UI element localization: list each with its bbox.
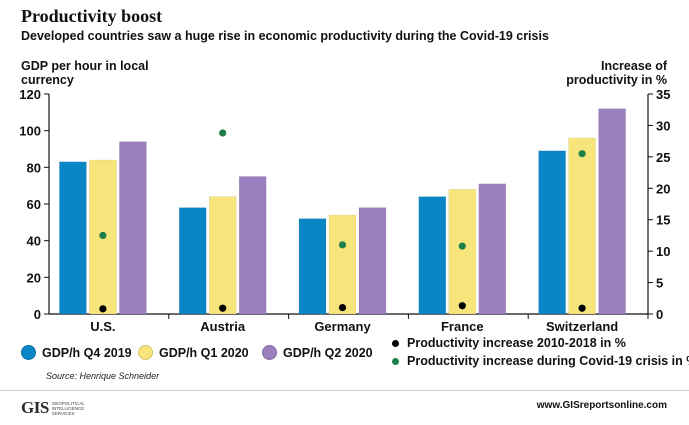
bar-1-4 [568, 137, 596, 315]
right-axis-label: Increase of productivity in % [566, 59, 667, 87]
left-tick-label: 0 [34, 307, 41, 322]
website-link[interactable]: www.GISreportsonline.com [536, 400, 667, 411]
legend-label-increase-covid: Productivity increase during Covid-19 cr… [407, 354, 689, 368]
bar-2-0 [119, 141, 147, 315]
left-tick-label: 120 [19, 87, 41, 102]
bar-1-1 [208, 196, 237, 315]
bar-2-1 [238, 176, 267, 315]
x-tick-label: Austria [200, 319, 246, 334]
point-increase-covid [99, 231, 107, 240]
legend-label-q4-2019: GDP/h Q4 2019 [42, 345, 132, 360]
point-increase-covid [458, 242, 466, 250]
right-tick-label: 0 [656, 307, 663, 322]
left-axis-label: GDP per hour in local currency [21, 59, 149, 87]
bar-2-2 [358, 207, 387, 315]
bar-0-4 [538, 150, 566, 315]
x-tick-label: France [441, 319, 484, 334]
legend-label-q2-2020: GDP/h Q2 2020 [283, 345, 373, 360]
point-increase-2010-2018 [338, 304, 347, 312]
bar-2-4 [598, 108, 626, 315]
source-note: Source: Henrique Schneider [46, 371, 160, 381]
legend-label-q1-2020: GDP/h Q1 2020 [159, 345, 249, 360]
point-increase-covid [338, 241, 347, 249]
legend-item-q1-2020: GDP/h Q1 2020 [138, 345, 249, 360]
chart-title: Productivity boost [21, 6, 163, 26]
x-tick-label: Switzerland [546, 319, 618, 334]
logo-mark: GIS [21, 398, 49, 417]
point-increase-2010-2018 [578, 304, 586, 312]
right-tick-label: 25 [656, 150, 670, 165]
right-tick-label: 5 [656, 276, 663, 291]
right-tick-label: 35 [656, 87, 670, 102]
point-increase-covid [219, 129, 227, 137]
footer-divider [0, 390, 689, 391]
point-increase-2010-2018 [219, 304, 227, 312]
legend-item-increase-2010-2018: Productivity increase 2010-2018 in % [392, 336, 626, 350]
legend-dot-increase-covid [392, 357, 399, 365]
logo-subtitle: Geopolitical Intelligence Services [51, 400, 85, 416]
legend-item-q4-2019: GDP/h Q4 2019 [21, 345, 132, 360]
left-tick-label: 20 [27, 270, 41, 285]
chart-subtitle: Developed countries saw a huge rise in e… [21, 29, 549, 43]
bar-0-2 [298, 218, 327, 315]
left-tick-label: 60 [27, 197, 41, 212]
legend-item-increase-covid: Productivity increase during Covid-19 cr… [392, 354, 689, 368]
legend-swatch-q2-2020 [262, 345, 277, 360]
bar-2-3 [478, 183, 507, 315]
x-tick-label: U.S. [90, 319, 115, 334]
left-tick-label: 100 [19, 124, 41, 139]
right-tick-label: 15 [656, 213, 670, 228]
gis-logo: GIS Geopolitical Intelligence Services [21, 398, 92, 418]
x-tick-label: Germany [314, 319, 371, 334]
legend-label-increase-2010-2018: Productivity increase 2010-2018 in % [407, 336, 626, 350]
bar-1-2 [328, 214, 357, 315]
bar-0-1 [178, 207, 207, 315]
legend-swatch-q1-2020 [138, 345, 153, 360]
right-tick-label: 20 [656, 181, 670, 196]
left-tick-label: 80 [27, 160, 41, 175]
bar-0-0 [59, 161, 87, 315]
point-increase-2010-2018 [458, 302, 466, 310]
legend-swatch-q4-2019 [21, 345, 36, 360]
right-tick-label: 30 [656, 118, 670, 133]
legend-dot-increase-2010-2018 [392, 339, 399, 347]
legend-item-q2-2020: GDP/h Q2 2020 [262, 345, 373, 360]
right-tick-label: 10 [656, 244, 670, 259]
left-tick-label: 40 [27, 234, 41, 249]
point-increase-covid [578, 150, 586, 158]
bar-0-3 [418, 196, 447, 315]
point-increase-2010-2018 [99, 305, 107, 313]
bar-1-3 [448, 189, 477, 315]
